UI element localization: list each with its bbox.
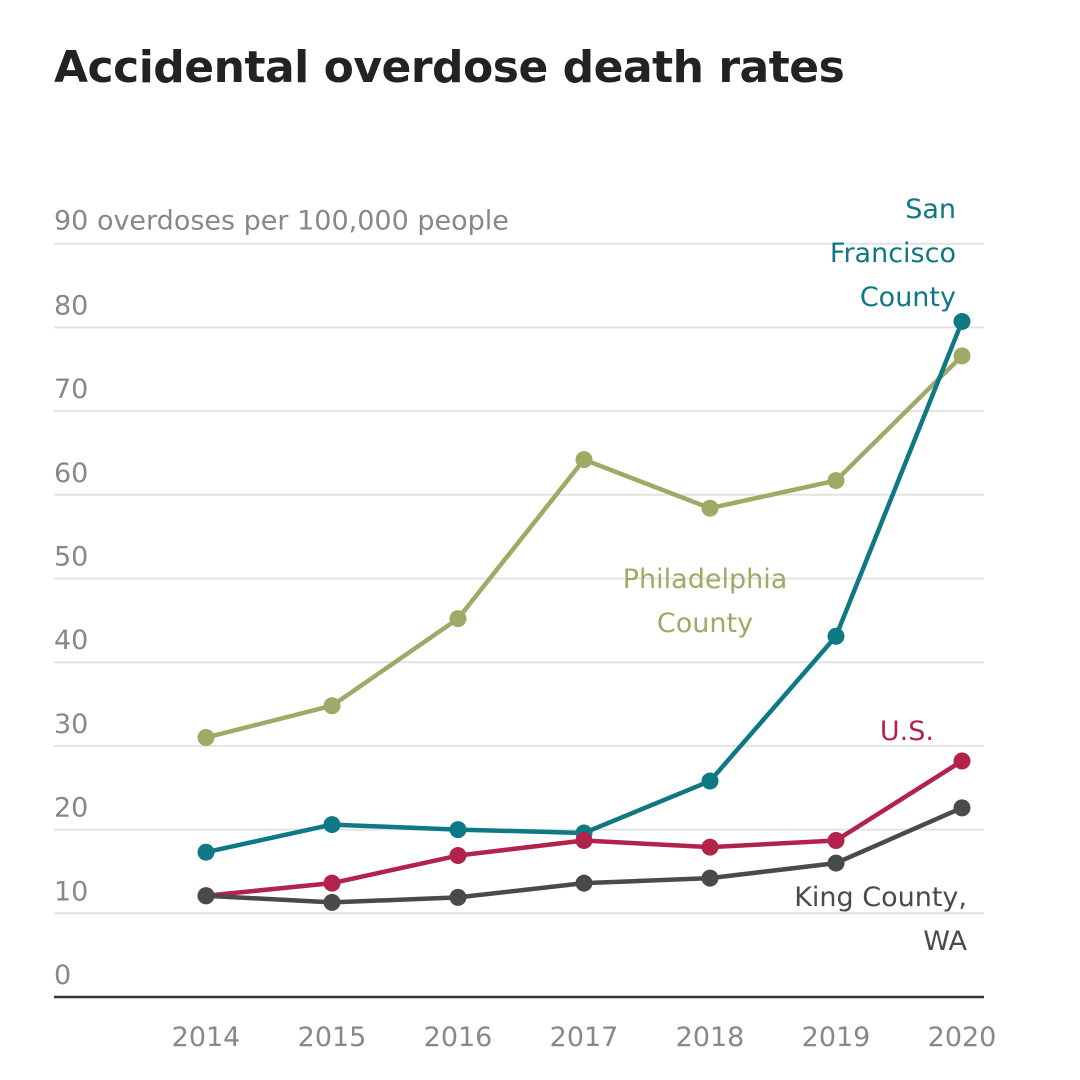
- data-point: [701, 869, 719, 887]
- data-point: [953, 313, 971, 331]
- series-line: [205, 320, 965, 855]
- data-point: [827, 627, 845, 645]
- data-point: [701, 838, 719, 856]
- y-tick-label: 30: [54, 709, 88, 740]
- y-tick-label: 10: [54, 876, 88, 907]
- y-tick-label: 20: [54, 793, 88, 824]
- x-tick-label: 2017: [550, 1022, 619, 1053]
- chart-title: Accidental overdose death rates: [54, 42, 845, 93]
- data-point: [323, 893, 341, 911]
- series-label: Philadelphia: [623, 564, 788, 595]
- x-tick-label: 2016: [424, 1022, 493, 1053]
- series-label: King County,: [794, 882, 967, 913]
- y-tick-label: 60: [54, 458, 88, 489]
- data-point: [701, 499, 719, 517]
- x-tick-label: 2014: [172, 1022, 241, 1053]
- y-axis-label: 90 overdoses per 100,000 people: [54, 206, 509, 237]
- series-label: Francisco: [830, 238, 956, 269]
- x-tick-label: 2015: [298, 1022, 367, 1053]
- data-point: [449, 888, 467, 906]
- data-point: [827, 472, 845, 490]
- data-point: [449, 821, 467, 839]
- x-tick-label: 2020: [928, 1022, 997, 1053]
- data-point: [197, 843, 215, 861]
- data-point: [953, 752, 971, 770]
- data-point: [575, 451, 593, 469]
- data-point: [827, 831, 845, 849]
- series-label: County: [657, 608, 753, 639]
- data-point: [323, 816, 341, 834]
- y-tick-label: 80: [54, 290, 88, 321]
- data-point: [197, 729, 215, 747]
- series-label: San: [905, 194, 956, 225]
- data-point: [953, 347, 971, 365]
- series-line: [205, 354, 964, 740]
- data-point: [575, 831, 593, 849]
- y-tick-label: 70: [54, 374, 88, 405]
- data-point: [323, 697, 341, 715]
- data-point: [323, 874, 341, 892]
- y-tick-label: 0: [54, 960, 71, 991]
- data-point: [449, 610, 467, 628]
- data-point: [575, 874, 593, 892]
- data-point: [701, 772, 719, 790]
- series-label: U.S.: [880, 716, 934, 747]
- x-tick-label: 2018: [676, 1022, 745, 1053]
- x-tick-label: 2019: [802, 1022, 871, 1053]
- y-tick-label: 40: [54, 625, 88, 656]
- data-point: [449, 847, 467, 865]
- series-label: County: [860, 282, 956, 313]
- data-point: [197, 887, 215, 905]
- data-point: [953, 799, 971, 817]
- data-point: [827, 854, 845, 872]
- y-tick-label: 50: [54, 542, 88, 573]
- series-label: WA: [923, 926, 967, 957]
